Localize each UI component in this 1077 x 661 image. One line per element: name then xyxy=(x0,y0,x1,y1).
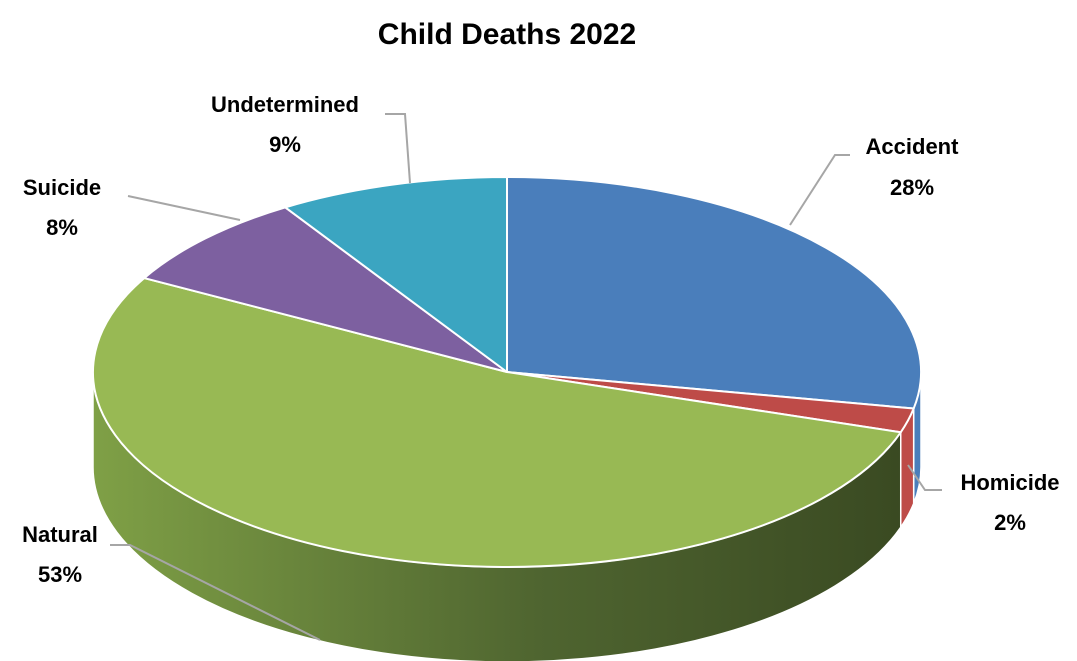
leader-line-accident xyxy=(789,154,850,226)
slice-label-natural: Natural xyxy=(22,522,98,547)
slice-labels: Accident 28% Homicide 2% Natural 53% Suicide 8%… xyxy=(22,92,1059,587)
slice-label-undetermined: Undetermined xyxy=(211,92,359,117)
leader-line-suicide xyxy=(127,195,241,221)
pie-slice-suicide xyxy=(143,206,508,373)
chart-title: Child Deaths 2022 xyxy=(378,18,636,51)
leader-line-natural xyxy=(110,544,321,641)
slice-percent-suicide: 8% xyxy=(46,215,78,240)
slice-percent-natural: 53% xyxy=(38,562,82,587)
leader-line-homicide xyxy=(907,464,942,491)
slice-percent-homicide: 2% xyxy=(994,510,1026,535)
slice-percent-accident: 28% xyxy=(890,175,934,200)
pie-slice-natural xyxy=(92,277,902,569)
leader-lines xyxy=(110,113,942,641)
slice-label-accident: Accident xyxy=(866,134,960,159)
pie-slices xyxy=(92,176,922,569)
pie-slice-undetermined xyxy=(284,176,508,373)
slice-label-suicide: Suicide xyxy=(23,175,101,200)
leader-line-undetermined xyxy=(385,113,411,184)
pie-slice-accident xyxy=(506,176,922,410)
slice-label-homicide: Homicide xyxy=(960,470,1059,495)
slice-percent-undetermined: 9% xyxy=(269,132,301,157)
